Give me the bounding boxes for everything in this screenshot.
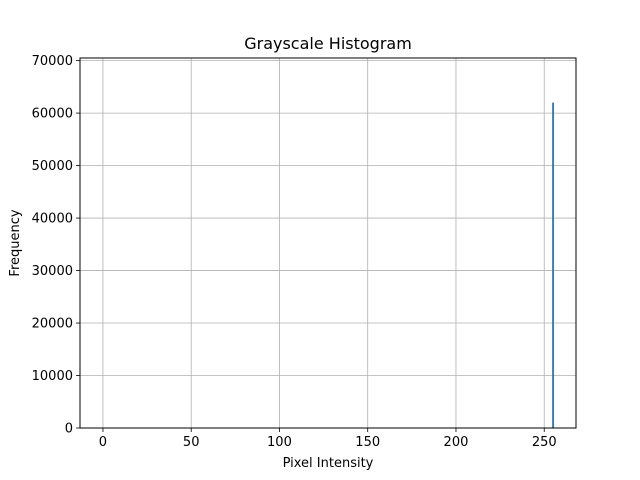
- x-tick-label: 200: [444, 435, 469, 450]
- x-tick-label: 50: [183, 435, 200, 450]
- y-axis-label: Frequency: [8, 209, 23, 276]
- y-tick-label: 40000: [32, 212, 73, 227]
- histogram-bar: [552, 102, 554, 429]
- y-tick-label: 10000: [32, 369, 73, 384]
- y-tick-label: 0: [65, 422, 73, 437]
- x-tick-label: 150: [355, 435, 380, 450]
- x-tick-label: 0: [99, 435, 107, 450]
- x-tick-label: 100: [267, 435, 292, 450]
- y-tick-label: 50000: [32, 159, 73, 174]
- y-tick-label: 60000: [32, 107, 73, 122]
- x-tick-label: 250: [532, 435, 557, 450]
- x-axis-label: Pixel Intensity: [283, 456, 374, 471]
- plot-frame: [79, 57, 577, 429]
- chart-title: Grayscale Histogram: [244, 34, 412, 53]
- grid-lines: [80, 58, 576, 429]
- y-tick-label: 70000: [32, 54, 73, 69]
- axis-ticks: 0 50 100 150 200 250 0 10000 20000 30000 40000 5000…: [32, 54, 557, 450]
- histogram-bars: [552, 102, 554, 429]
- y-tick-label: 20000: [32, 317, 73, 332]
- y-tick-label: 30000: [32, 264, 73, 279]
